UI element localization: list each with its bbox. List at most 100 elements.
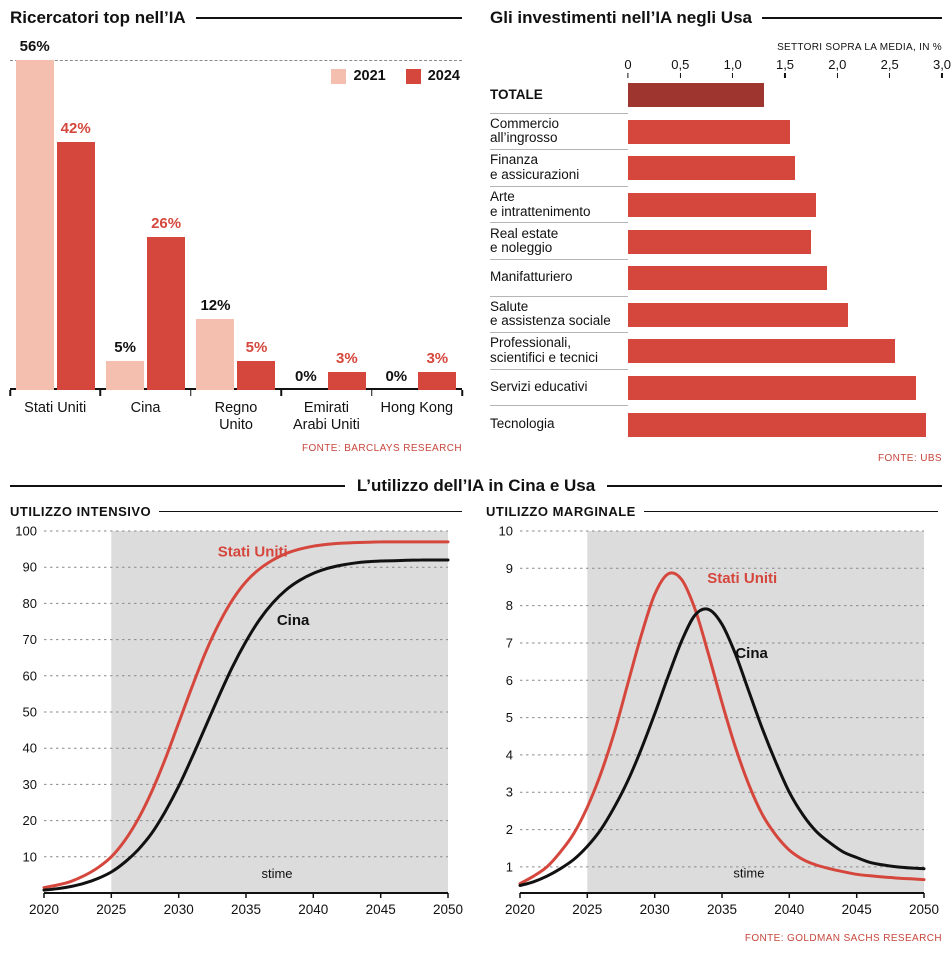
bar-wrap: 42% [56, 60, 95, 390]
bar [628, 156, 796, 181]
series-label-cina: Cina [277, 612, 310, 629]
bar-value-label: 3% [336, 350, 358, 367]
x-axis-tick-label: 2045 [842, 902, 872, 917]
line-stati-uniti [42, 540, 450, 890]
chart-title: Ricercatori top nell’IA [10, 8, 186, 27]
axis-tick: 1,5 [776, 57, 794, 78]
axis-tick-label: 0,5 [671, 57, 690, 72]
line-chart-marginale: 1 2 3 4 5 6 7 8 9 10 2020 2025 2030 2035 2040 2045 2050 s… [486, 523, 939, 923]
series-label-stati-uniti: Stati Uniti [707, 570, 777, 587]
subtitle-rule [159, 510, 462, 513]
bar-2024 [147, 237, 186, 390]
horizontal-bar-chart: SETTORI SOPRA LA MEDIA, IN % 0 0,5 1,0 1,5 2,… [490, 42, 951, 443]
category-label-line: Unito [219, 416, 253, 433]
y-axis-tick-label: 7 [506, 635, 513, 650]
bar-track [628, 187, 942, 224]
row-label-line: Salute [490, 298, 529, 314]
subtitle-rule [643, 510, 938, 513]
bar-rows: TOTALE Commercio all’ingrosso Finanza e assi… [490, 77, 942, 443]
bar-row: Real estate e noleggio [490, 223, 942, 260]
axis-tick [99, 390, 102, 396]
legend-label: 2024 [427, 68, 460, 84]
bar-row: Professionali, scientifici e tecnici [490, 333, 942, 370]
bar-groups: 56% 42% 5% 26% 12% 5% 0% 3% 0% 3% [10, 38, 462, 390]
y-axis-tick-label: 100 [15, 523, 37, 538]
axis-tick: 2,5 [881, 57, 899, 78]
row-label: Arte e intrattenimento [490, 187, 628, 224]
source-label: FONTE: BARCLAYS RESEARCH [301, 443, 462, 455]
line-stati-uniti [518, 571, 926, 886]
row-label: Finanza e assicurazioni [490, 150, 628, 187]
category-label-line: Arabi Uniti [292, 416, 360, 433]
category-label: Cina [100, 400, 190, 433]
bar-row: Arte e intrattenimento [490, 187, 942, 224]
bar-group: 0% 3% [281, 60, 371, 390]
bar-wrap: 26% [147, 60, 186, 390]
title-rule [762, 17, 942, 19]
bar-group: 5% 26% [100, 60, 190, 390]
y-axis-tick-label: 60 [23, 668, 37, 683]
bar-value-label: 5% [114, 339, 136, 356]
axis-tick-mark [679, 73, 682, 78]
row-label-line: Finanza [490, 152, 539, 168]
bar-plot: 2021 2024 56% 42% 5% 26% 12% 5% 0% 3% 0% 3% [9, 38, 463, 396]
y-axis-tick-label: 2 [506, 822, 513, 837]
bar-row: Commercio all’ingrosso [490, 114, 942, 151]
bar [628, 266, 827, 291]
row-label-line: Tecnologia [490, 416, 555, 432]
title-rule [10, 485, 345, 487]
bar-2021 [196, 319, 235, 390]
axis-tick-label: 1,0 [723, 57, 742, 72]
line-chart-intensivo: 10 20 30 40 50 60 70 80 90 100 2020 2025 2030 2035 204… [10, 523, 463, 923]
y-axis-tick-label: 50 [23, 704, 37, 719]
legend-swatch [331, 68, 347, 84]
axis-tick-label: 1,5 [775, 57, 795, 72]
y-axis-tick-label: 1 [506, 859, 513, 874]
bar [628, 339, 895, 364]
row-label-line: e noleggio [490, 240, 553, 256]
panel-top-researchers: Ricercatori top nell’IA 2021 2024 56% 42% 5%… [9, 8, 463, 464]
category-label-line: Emirati [303, 400, 349, 416]
bar [628, 229, 812, 254]
x-axis-tick-label: 2050 [909, 902, 939, 917]
x-axis-tick-label: 2035 [231, 902, 261, 917]
bar [628, 376, 916, 401]
category-label: Regno Unito [191, 400, 281, 433]
y-axis-tick-label: 4 [506, 747, 513, 762]
bar [628, 119, 791, 144]
category-label-line: Hong Kong [380, 400, 454, 416]
panel-utilizzo-intensivo: UTILIZZO INTENSIVO 10 20 30 40 50 60 70 80 90 100… [10, 504, 463, 923]
x-axis-tick-label: 2050 [433, 902, 463, 917]
x-axis-tick-label: 2040 [774, 902, 804, 917]
line-chart-svg: 1 2 3 4 5 6 7 8 9 10 2020 2025 2030 2035 2040 2045 2050 s… [499, 523, 939, 917]
row-label-line: Commercio [490, 115, 560, 131]
bar-row: Finanza e assicurazioni [490, 150, 942, 187]
chart-subtitle: UTILIZZO MARGINALE [486, 503, 636, 519]
axis-tick [370, 390, 373, 396]
bar-track [628, 297, 942, 334]
top-section: Ricercatori top nell’IA 2021 2024 56% 42% 5%… [9, 8, 951, 464]
bar-2021 [15, 60, 54, 390]
row-label: Manifatturiero [490, 260, 628, 297]
bar-2024 [56, 142, 95, 390]
x-axis-tick-label: 2025 [572, 902, 602, 917]
category-label-line: Cina [130, 400, 161, 416]
panel-investments: Gli investimenti nell’IA negli Usa SETTO… [490, 8, 951, 464]
axis-tick-mark [627, 73, 629, 78]
bar [628, 412, 927, 437]
y-axis-tick-label: 90 [23, 560, 37, 575]
chart-title-row: Ricercatori top nell’IA [10, 8, 462, 28]
bar-track [628, 223, 942, 260]
axis-tick-mark [888, 73, 891, 78]
axis-caption: SETTORI SOPRA LA MEDIA, IN % [777, 42, 942, 53]
axis-tick-mark [941, 73, 943, 78]
bar-value-label: 56% [19, 38, 50, 55]
series-label-stati-uniti: Stati Uniti [218, 543, 288, 560]
axis-tick: 2,0 [828, 57, 846, 78]
row-label-line: Arte [490, 189, 515, 204]
row-label: Professionali, scientifici e tecnici [490, 333, 628, 370]
legend-label: 2021 [353, 68, 386, 84]
legend-swatch [405, 68, 421, 84]
axis-tick-mark [731, 73, 734, 78]
